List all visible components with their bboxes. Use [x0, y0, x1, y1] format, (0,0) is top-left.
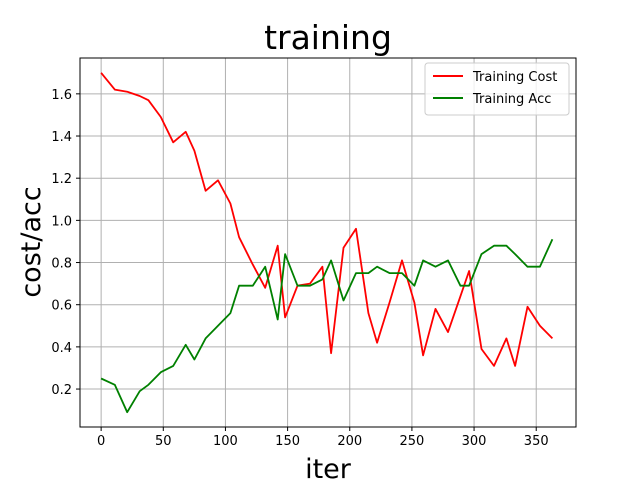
series-line-training-acc	[100, 238, 554, 414]
y-tick-label: 1.2	[51, 172, 72, 187]
series-layer	[100, 72, 554, 414]
legend: Training Cost Training Acc	[424, 62, 570, 116]
y-tick-label: 1.4	[51, 130, 72, 145]
legend-label-cost: Training Cost	[472, 70, 557, 85]
y-tick-label: 1.0	[51, 214, 72, 229]
legend-label-acc: Training Acc	[472, 92, 551, 107]
series-line-training-cost	[100, 72, 554, 367]
x-tick-label: 0	[97, 434, 105, 449]
x-tick-label: 100	[213, 434, 238, 449]
x-tick-label: 300	[462, 434, 487, 449]
x-tick-label: 350	[524, 434, 549, 449]
x-tick-label: 200	[337, 434, 362, 449]
chart-title: training	[264, 18, 392, 57]
y-tick-label: 0.8	[51, 257, 72, 272]
y-tick-label: 1.6	[51, 88, 72, 103]
axis-ticks: 0 50 100 150 200 250 300 350 0.2 0.4 0.6 0.8 1.0 1.2 1…	[51, 88, 548, 449]
x-axis-label: iter	[305, 454, 352, 480]
y-tick-label: 0.2	[51, 383, 72, 398]
y-axis-label: cost/acc	[16, 186, 47, 297]
x-tick-label: 150	[275, 434, 300, 449]
x-tick-label: 250	[399, 434, 424, 449]
plot-frame	[79, 57, 577, 428]
y-tick-label: 0.4	[51, 341, 72, 356]
y-tick-label: 0.6	[51, 299, 72, 314]
grid	[80, 58, 576, 427]
x-tick-label: 50	[155, 434, 172, 449]
